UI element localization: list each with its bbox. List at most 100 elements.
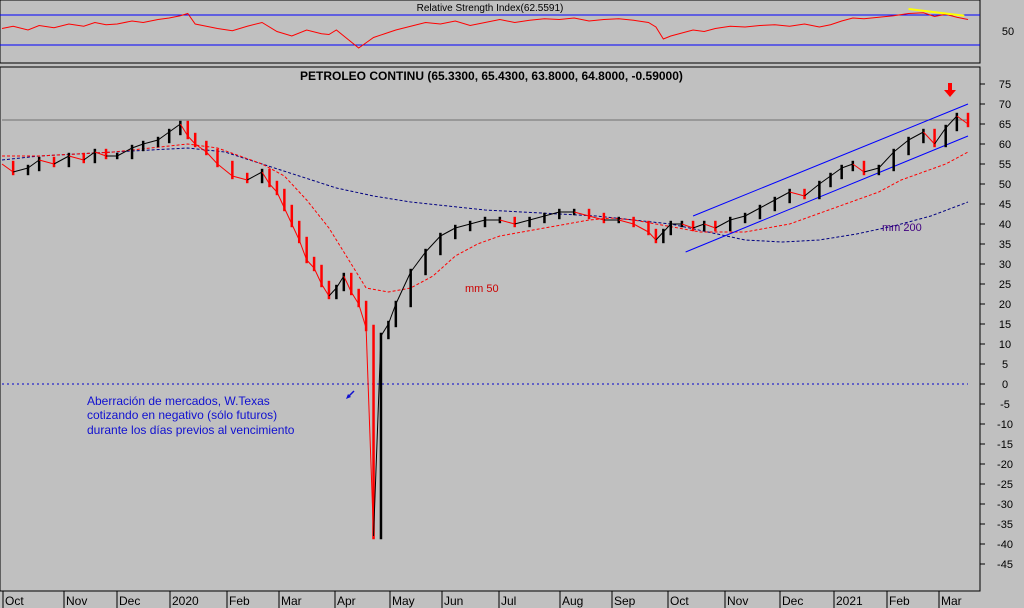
- x-tick-label: Oct: [670, 594, 689, 608]
- channel-bottom-line: [685, 135, 969, 253]
- y-tick-label: -10: [997, 419, 1013, 431]
- price-segment: [328, 287, 337, 297]
- y-tick-label: 45: [999, 199, 1011, 211]
- x-tick-label: Mar: [941, 594, 962, 608]
- price-segment: [395, 271, 412, 305]
- x-tick-label: Aug: [562, 594, 583, 608]
- down-arrow-icon: [944, 83, 956, 97]
- x-tick-label: Oct: [5, 594, 24, 608]
- price-segment: [343, 275, 352, 293]
- price-y-axis: 757065605550454035302520151050-5-10-15-2…: [980, 79, 1013, 571]
- y-tick-label: -25: [997, 479, 1013, 491]
- x-tick-label: Nov: [727, 594, 748, 608]
- price-segment: [365, 327, 375, 537]
- price-segment: [715, 219, 731, 229]
- price-segment: [261, 171, 270, 185]
- price-segment: [313, 267, 322, 285]
- y-tick-label: -30: [997, 499, 1013, 511]
- y-tick-label: -35: [997, 519, 1013, 531]
- x-tick-label: Jun: [444, 594, 463, 608]
- price-segment: [574, 211, 590, 217]
- x-tick-label: Dec: [119, 594, 140, 608]
- price-segment: [131, 143, 144, 149]
- price-segment: [744, 207, 761, 217]
- price-segment: [692, 223, 705, 229]
- price-segment: [878, 151, 895, 169]
- price-segment: [373, 335, 382, 537]
- price-segment: [321, 283, 330, 297]
- y-tick-label: 40: [999, 219, 1011, 231]
- y-tick-label: 15: [999, 319, 1011, 331]
- price-segment: [956, 115, 969, 125]
- price-segment: [830, 167, 842, 177]
- price-segment: [350, 291, 360, 305]
- y-tick-label: -5: [1000, 399, 1010, 411]
- price-segment: [1, 163, 14, 173]
- price-segment: [217, 163, 233, 177]
- channel-top-line: [692, 103, 969, 217]
- price-segment: [13, 167, 29, 173]
- price-segment: [116, 147, 133, 157]
- rsi-frame: [0, 0, 981, 64]
- x-tick-label: Dec: [782, 594, 803, 608]
- price-segment: [704, 223, 716, 229]
- price-segment: [194, 143, 207, 153]
- price-segment: [94, 151, 107, 157]
- ma50-label: mm 50: [465, 283, 499, 295]
- price-segment: [53, 155, 70, 165]
- ma200-line: [1, 147, 969, 243]
- y-tick-label: -15: [997, 439, 1013, 451]
- price-segment: [455, 223, 471, 229]
- price-segment: [276, 191, 285, 209]
- y-tick-label: 0: [1002, 379, 1008, 391]
- rsi-title: Relative Strength Index(62.5591): [417, 3, 564, 14]
- price-segment: [774, 191, 790, 201]
- price-segment: [179, 123, 189, 137]
- rsi-line: [1, 12, 969, 49]
- note-line-3: durante los días previos al vencimiento: [87, 423, 295, 437]
- price-segment: [83, 151, 96, 161]
- ma50-line: [2, 143, 969, 293]
- x-tick-label: 2021: [836, 594, 863, 608]
- price-segment: [655, 231, 664, 241]
- ma200-label: mm 200: [882, 222, 922, 234]
- price-segment: [291, 223, 300, 241]
- y-tick-label: 55: [999, 159, 1011, 171]
- x-tick-label: 2020: [172, 594, 199, 608]
- price-segment: [440, 227, 456, 237]
- y-tick-label: 50: [999, 179, 1011, 191]
- price-segment: [27, 159, 40, 169]
- price-segment: [923, 131, 935, 145]
- x-tick-label: Sep: [614, 594, 636, 608]
- price-segment: [306, 259, 315, 269]
- price-segment: [187, 135, 196, 145]
- price-segment: [283, 207, 293, 225]
- price-segment: [681, 223, 694, 229]
- price-segment: [246, 171, 263, 181]
- price-segment: [863, 167, 879, 173]
- price-title: PETROLEO CONTINU (65.3300, 65.4300, 63.8…: [300, 69, 683, 83]
- price-segment: [893, 139, 909, 153]
- price-segment: [804, 183, 820, 197]
- price-segment: [387, 303, 397, 325]
- price-panel: PETROLEO CONTINU (65.3300, 65.4300, 63.8…: [0, 66, 1013, 608]
- price-segment: [841, 163, 853, 169]
- y-tick-label: 65: [999, 119, 1011, 131]
- y-tick-label: 10: [999, 339, 1011, 351]
- price-segment: [470, 219, 486, 225]
- x-tick-label: Nov: [66, 594, 87, 608]
- price-segment: [232, 175, 248, 181]
- price-segment: [618, 219, 634, 225]
- x-tick-label: Feb: [889, 594, 910, 608]
- rsi-y-tick-50: 50: [1002, 26, 1014, 38]
- price-segment: [298, 239, 308, 261]
- price-segment: [544, 211, 560, 217]
- price-segment: [205, 151, 218, 165]
- x-axis: Oct Nov Dec 2020 Feb Mar Apr May Jun Jul Aug Sep Oct…: [2, 591, 962, 608]
- y-tick-label: 60: [999, 139, 1011, 151]
- price-segment: [633, 223, 649, 233]
- y-tick-label: 25: [999, 279, 1011, 291]
- x-tick-label: Jul: [501, 594, 516, 608]
- price-segment: [819, 175, 831, 185]
